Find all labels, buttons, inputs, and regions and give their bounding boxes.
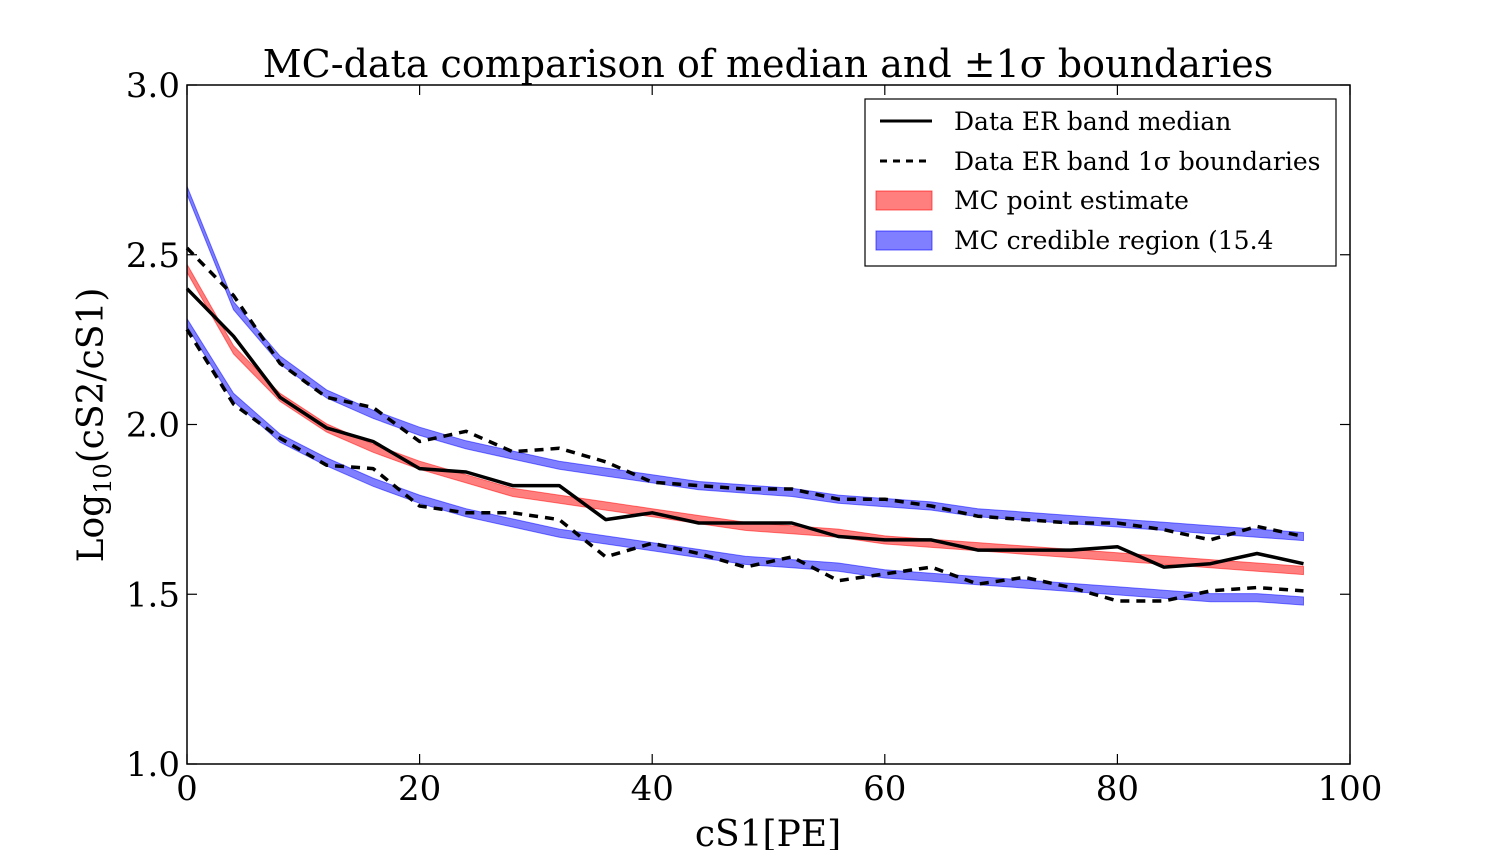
legend-label-median: Data ER band median xyxy=(954,107,1231,136)
y-tick-label: 3.0 xyxy=(126,66,180,106)
x-axis-label: cS1[PE] xyxy=(695,814,841,850)
legend-label-mc-region: MC credible region (15.4 xyxy=(954,226,1273,255)
x-tick-label: 20 xyxy=(398,769,441,809)
legend-label-mc-point: MC point estimate xyxy=(954,186,1189,215)
legend-swatch-mc-point xyxy=(875,190,933,211)
y-axis-label: Log10(cS2/cS1) xyxy=(71,288,117,563)
y-axis-label-main: Log xyxy=(71,494,112,563)
y-axis-label-rest: (cS2/cS1) xyxy=(71,288,112,464)
legend-box xyxy=(864,98,1337,267)
y-axis-label-sub: 10 xyxy=(89,463,117,494)
x-tick-label: 40 xyxy=(631,769,674,809)
y-tick-label: 2.0 xyxy=(126,406,180,446)
y-tick-label: 1.5 xyxy=(126,575,180,615)
legend-swatch-mc-region xyxy=(875,230,933,251)
data-lower-boundary-line xyxy=(185,328,1304,603)
plot-area xyxy=(185,186,1304,606)
data-median-line xyxy=(185,287,1304,569)
mc-credible-upper-band xyxy=(186,186,1304,542)
x-tick-label: 100 xyxy=(1318,769,1383,809)
legend-label-boundaries: Data ER band 1σ boundaries xyxy=(954,147,1320,176)
chart-title: MC-data comparison of median and ±1σ bou… xyxy=(263,42,1273,86)
x-tick-label: 60 xyxy=(863,769,906,809)
data-upper-boundary-line xyxy=(185,246,1304,542)
y-tick-label: 1.0 xyxy=(126,745,180,785)
x-tick-label: 0 xyxy=(176,769,198,809)
axis-ticks: 0 20 40 60 80 100 1.0 1.5 2.0 2.5 3.0 xyxy=(126,66,1383,809)
x-tick-label: 80 xyxy=(1096,769,1139,809)
legend: Data ER band median Data ER band 1σ boun… xyxy=(864,98,1337,267)
y-tick-label: 2.5 xyxy=(126,236,180,276)
